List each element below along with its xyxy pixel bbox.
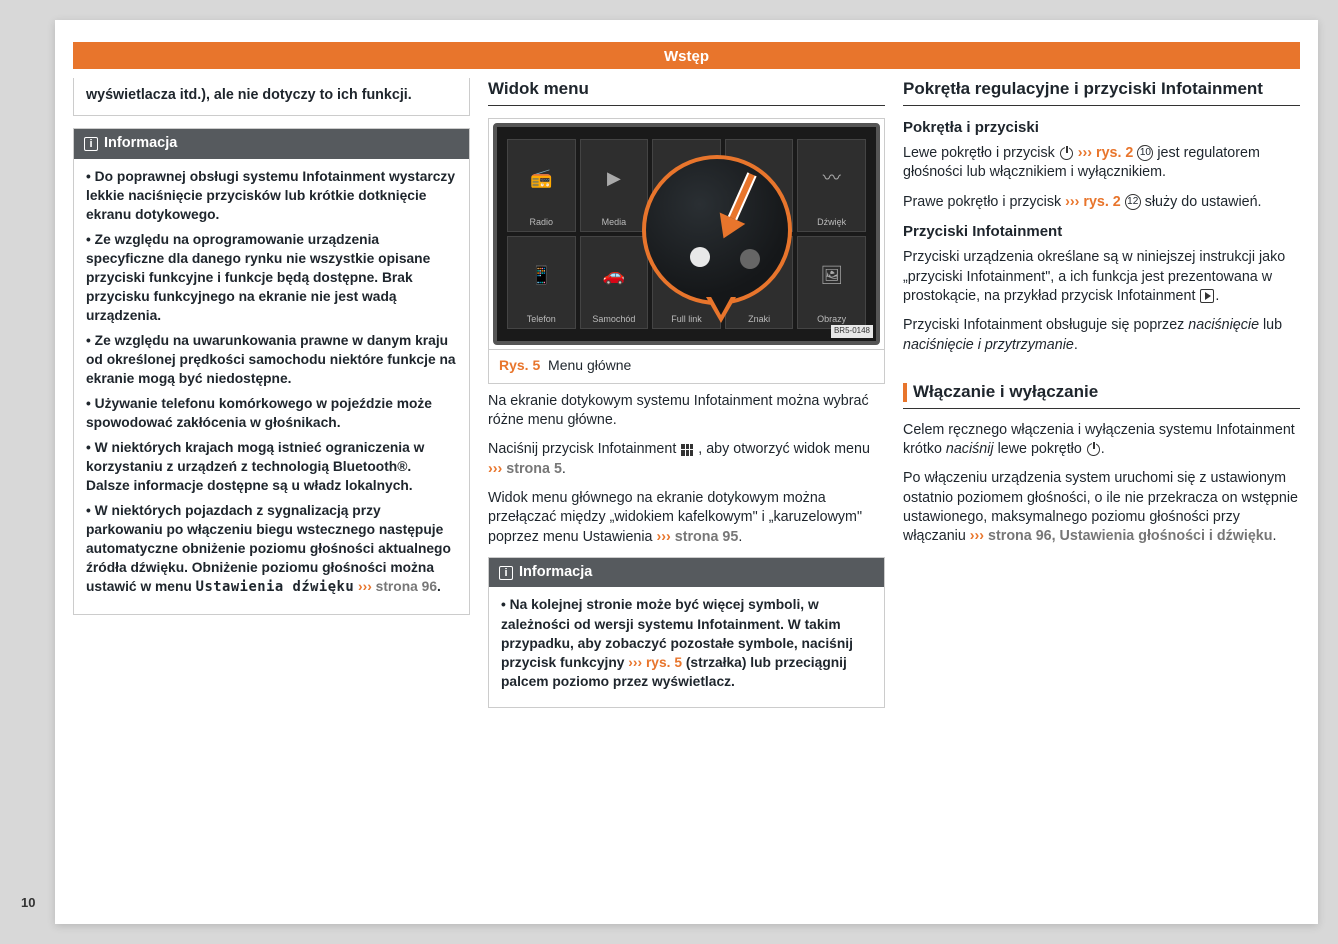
col2-p2: Naciśnij przycisk Infotainment , aby otw… bbox=[488, 440, 885, 479]
col3-p6: Po włączeniu urządzenia system uruchomi … bbox=[903, 469, 1300, 546]
info-bullet: Ze względu na oprogramowanie urządzenia … bbox=[86, 230, 457, 325]
chevron: ››› bbox=[1065, 194, 1079, 210]
col3-sub2: Przyciski Infotainment bbox=[903, 222, 1300, 242]
info-bullet: W niektórych krajach mogą istnieć ograni… bbox=[86, 438, 457, 495]
col2-heading: Widok menu bbox=[488, 78, 885, 106]
info-title: Informacja bbox=[519, 563, 592, 583]
column-left: wyświetlacza itd.), ale nie dotyczy to i… bbox=[73, 78, 470, 884]
info-bullet: Do poprawnej obsługi systemu Infotainmen… bbox=[86, 167, 457, 224]
page-ref[interactable]: strona 96 bbox=[376, 579, 437, 594]
chevron: ››› bbox=[488, 461, 502, 477]
tile-images: 🖼Obrazy bbox=[797, 236, 866, 329]
chevron: ››› bbox=[656, 529, 670, 545]
power-icon bbox=[1087, 443, 1100, 456]
col3-p4: Przyciski Infotainment obsługuje się pop… bbox=[903, 316, 1300, 355]
fig-ref[interactable]: rys. 2 bbox=[1083, 194, 1120, 210]
info-body: Na kolejnej stronie może być więcej symb… bbox=[489, 587, 884, 706]
dot-grey bbox=[740, 249, 760, 269]
col3-sub1: Pokrętła i przyciski bbox=[903, 118, 1300, 138]
info-icon: i bbox=[499, 566, 513, 580]
chevron: ››› bbox=[970, 528, 984, 544]
power-icon bbox=[1060, 147, 1073, 160]
content-columns: wyświetlacza itd.), ale nie dotyczy to i… bbox=[73, 78, 1300, 884]
info-body: Do poprawnej obsługi systemu Infotainmen… bbox=[74, 159, 469, 614]
info-icon: i bbox=[84, 137, 98, 151]
tile-car: 🚗Samochód bbox=[580, 236, 649, 329]
chevron: ››› bbox=[358, 579, 372, 594]
info-bullet: W niektórych pojazdach z sygnalizacją pr… bbox=[86, 501, 457, 597]
page-title-bar: Wstęp bbox=[73, 45, 1300, 69]
figure-text: Menu główne bbox=[548, 357, 631, 373]
column-middle: Widok menu 📻Radio ▶Media 〰Dźwięk 📱Telefo… bbox=[488, 78, 885, 884]
callout-number: 12 bbox=[1125, 194, 1141, 210]
tile-sound: 〰Dźwięk bbox=[797, 139, 866, 232]
figure-5: 📻Radio ▶Media 〰Dźwięk 📱Telefon 🚗Samochód… bbox=[488, 118, 885, 384]
info-bullet: Na kolejnej stronie może być więcej symb… bbox=[501, 595, 872, 690]
col2-p3: Widok menu głównego na ekranie dotykowym… bbox=[488, 489, 885, 547]
col3-p2: Prawe pokrętło i przycisk ››› rys. 2 12 … bbox=[903, 193, 1300, 212]
manual-page: Wstęp wyświetlacza itd.), ale nie dotycz… bbox=[55, 20, 1318, 924]
page-ref[interactable]: strona 5 bbox=[506, 461, 562, 477]
play-button-icon bbox=[1200, 289, 1214, 303]
figure-image: 📻Radio ▶Media 〰Dźwięk 📱Telefon 🚗Samochód… bbox=[493, 123, 880, 345]
tile-phone: 📱Telefon bbox=[507, 236, 576, 329]
page-number: 10 bbox=[21, 895, 35, 910]
col2-info-box: i Informacja Na kolejnej stronie może by… bbox=[488, 557, 885, 708]
balloon-tail bbox=[706, 297, 736, 323]
col3-p1: Lewe pokrętło i przycisk ››› rys. 2 10 j… bbox=[903, 144, 1300, 183]
info-title: Informacja bbox=[104, 134, 177, 154]
dot-white bbox=[690, 247, 710, 267]
callout-number: 10 bbox=[1137, 145, 1153, 161]
info-header: i Informacja bbox=[489, 558, 884, 588]
menu-name: Ustawienia dźwięku bbox=[196, 579, 355, 595]
fig-ref[interactable]: rys. 5 bbox=[646, 655, 682, 670]
col3-heading1: Pokrętła regulacyjne i przyciski Infotai… bbox=[903, 78, 1300, 106]
chevron: ››› bbox=[1078, 145, 1092, 161]
chevron: ››› bbox=[628, 655, 642, 670]
info-bullet: Ze względu na uwarunkowania prawne w dan… bbox=[86, 331, 457, 388]
zoom-balloon bbox=[642, 155, 792, 305]
info-bullet: Używanie telefonu komórkowego w pojeździ… bbox=[86, 394, 457, 432]
fig-ref[interactable]: rys. 2 bbox=[1096, 145, 1133, 161]
col1-top-text: wyświetlacza itd.), ale nie dotyczy to i… bbox=[86, 87, 412, 103]
figure-number: Rys. 5 bbox=[499, 357, 540, 373]
col3-p3: Przyciski urządzenia określane są w nini… bbox=[903, 248, 1300, 306]
page-ref[interactable]: strona 96, Ustawienia głośności i dźwięk… bbox=[988, 528, 1272, 544]
tile-radio: 📻Radio bbox=[507, 139, 576, 232]
col2-p1: Na ekranie dotykowym systemu Infotainmen… bbox=[488, 392, 885, 431]
arrow-icon bbox=[719, 172, 773, 247]
figure-badge: BR5-0148 bbox=[831, 325, 873, 338]
menu-grid-icon bbox=[681, 444, 693, 456]
col1-info-box: i Informacja Do poprawnej obsługi system… bbox=[73, 128, 470, 614]
page-ref[interactable]: strona 95 bbox=[675, 529, 739, 545]
col3-heading2: Włączanie i wyłączanie bbox=[903, 381, 1300, 409]
page-title: Wstęp bbox=[664, 48, 709, 65]
info-header: i Informacja bbox=[74, 129, 469, 159]
col1-top-box: wyświetlacza itd.), ale nie dotyczy to i… bbox=[73, 78, 470, 116]
col3-p5: Celem ręcznego włączenia i wyłączenia sy… bbox=[903, 421, 1300, 460]
figure-caption: Rys. 5 Menu główne bbox=[489, 349, 884, 383]
column-right: Pokrętła regulacyjne i przyciski Infotai… bbox=[903, 78, 1300, 884]
tile-media: ▶Media bbox=[580, 139, 649, 232]
